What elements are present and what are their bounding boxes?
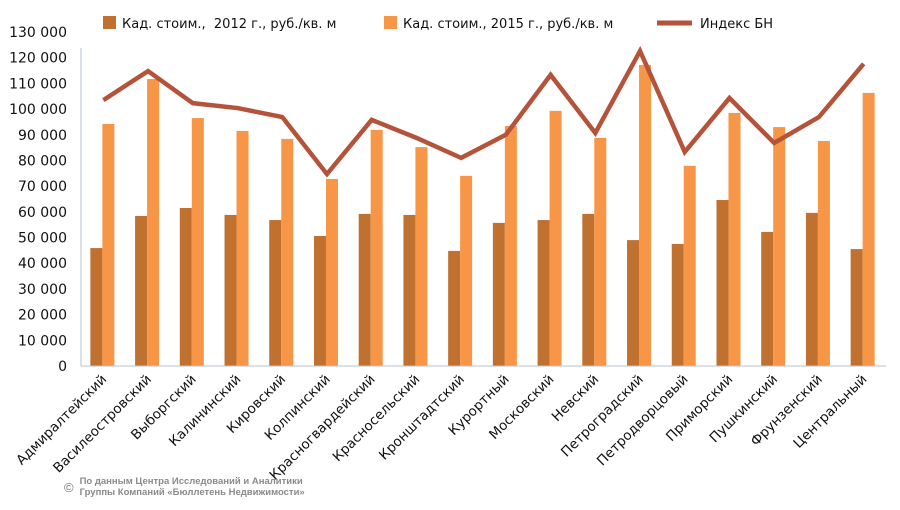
bar-2012	[492, 222, 505, 366]
legend: Кад. стоим., 2012 г., руб./кв. м Кад. ст…	[103, 16, 773, 32]
bar-2012	[627, 240, 640, 366]
y-tick-label: 40 000	[18, 256, 67, 272]
bar-2012	[716, 200, 729, 366]
bar-2015	[817, 140, 830, 366]
bar-2015	[460, 175, 473, 366]
bar-2015	[102, 123, 115, 367]
bar-2015	[504, 126, 517, 366]
legend-swatch-2012	[103, 16, 116, 29]
y-tick-label: 0	[58, 359, 67, 375]
bar-2015	[281, 138, 294, 366]
bar-2015	[415, 147, 428, 366]
y-tick-label: 130 000	[9, 25, 67, 41]
y-tick-label: 100 000	[9, 102, 67, 118]
bar-2012	[90, 248, 103, 366]
footnote-line-2: Группы Компаний «Бюллетень Недвижимости»	[79, 487, 305, 498]
bar-2012	[850, 249, 863, 366]
footnote-line-1: По данным Центра Исследований и Аналитик…	[79, 476, 303, 487]
bar-2012	[671, 243, 684, 366]
index-line-path	[102, 45, 866, 178]
bar-2015	[862, 92, 875, 366]
bar-2015	[549, 110, 562, 366]
bar-2015	[683, 165, 696, 366]
y-tick-label: 70 000	[18, 179, 67, 195]
y-tick-label: 120 000	[9, 51, 67, 67]
bar-2012	[269, 220, 282, 366]
bar-2012	[179, 207, 192, 366]
bar-2012	[135, 215, 148, 366]
x-tick-label: Петроградский	[558, 372, 647, 461]
bar-2012	[761, 231, 774, 366]
bar-2015	[728, 112, 741, 366]
x-axis: АдмиралтейскийВасилеостровскийВыборгский…	[13, 365, 886, 484]
bar-2012	[403, 214, 416, 366]
index-line	[102, 45, 866, 178]
y-tick-label: 30 000	[18, 282, 67, 298]
bar-2012	[582, 213, 595, 366]
y-tick-label: 60 000	[18, 205, 67, 221]
footnote: © По данным Центра Исследований и Аналит…	[64, 476, 305, 498]
y-tick-label: 110 000	[9, 76, 67, 92]
bar-2015	[639, 64, 652, 366]
bar-2012	[224, 214, 237, 366]
legend-label-2015: Кад. стоим., 2015 г., руб./кв. м	[403, 17, 613, 32]
bar-2012	[313, 235, 326, 366]
y-tick-label: 80 000	[18, 153, 67, 169]
bars	[90, 64, 875, 367]
bar-2015	[370, 129, 383, 366]
y-axis: 0 10 000 20 000 30 000 40 000 50 000 60 000 70 …	[9, 25, 82, 375]
y-tick-label: 20 000	[18, 308, 67, 324]
bar-2015	[325, 178, 338, 366]
bar-2012	[537, 220, 550, 366]
legend-label-index: Индекс БН	[700, 17, 773, 32]
bar-2015	[773, 127, 786, 366]
bar-2015	[191, 118, 204, 366]
y-tick-label: 50 000	[18, 231, 67, 247]
bar-2015	[147, 79, 160, 367]
copyright-icon: ©	[64, 479, 74, 495]
legend-label-2012: Кад. стоим., 2012 г., руб./кв. м	[122, 17, 336, 32]
bar-2012	[358, 213, 371, 366]
y-tick-label: 10 000	[18, 333, 67, 349]
y-tick-label: 90 000	[18, 128, 67, 144]
bar-2012	[805, 212, 818, 366]
legend-swatch-2015	[384, 16, 397, 29]
bar-2015	[236, 130, 249, 366]
bar-2015	[594, 137, 607, 366]
bar-2012	[448, 250, 461, 366]
